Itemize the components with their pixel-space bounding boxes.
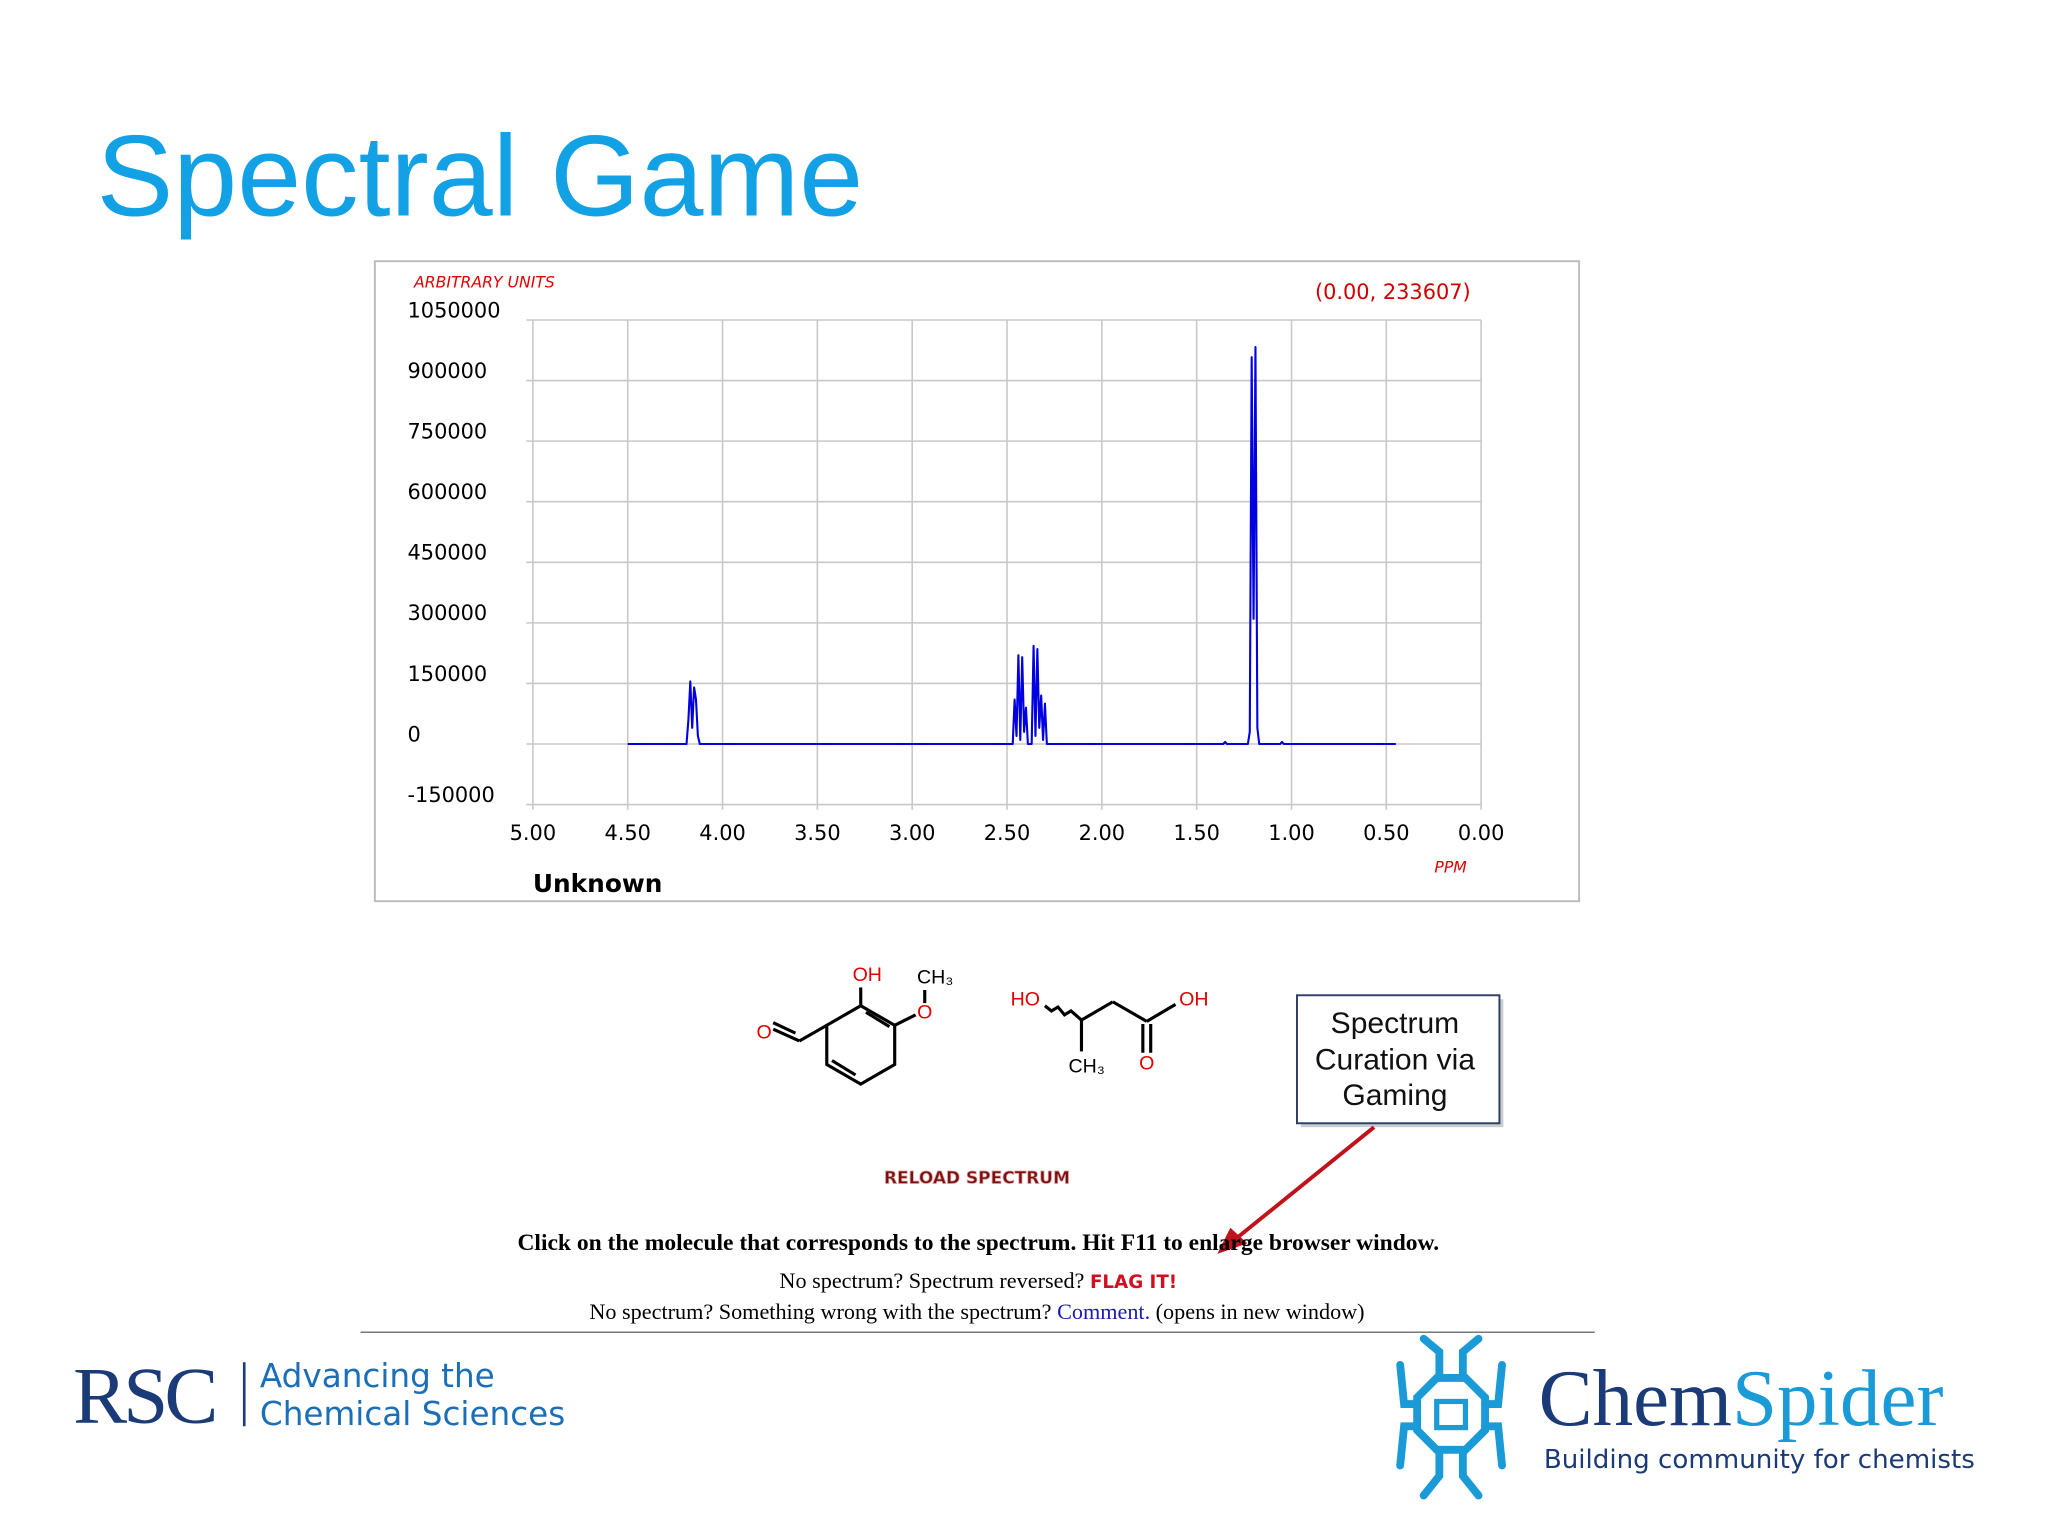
bond [1112,1000,1148,1023]
bond [1080,1000,1114,1022]
callout-text: Curation via [1315,1044,1476,1077]
flag-text: No spectrum? Spectrum reversed? [779,1268,1084,1293]
atom-label: OH [1179,989,1208,1011]
slide-title: Spectral Game [97,113,863,241]
atom-label: OH [853,964,882,986]
x-axis-label: PPM [1434,857,1467,876]
flag-line: No spectrum? Spectrum reversed? FLAG IT! [779,1268,1177,1293]
bond [825,1003,897,1086]
x-tick-label: 3.00 [889,821,935,845]
atom-label: CH₃ [917,966,953,988]
callout-text: Gaming [1342,1079,1447,1112]
callout-box [1296,994,1501,1125]
atom-label: HO [1011,989,1040,1011]
x-tick-label: 2.00 [1079,821,1125,845]
rsc-logo-name: RSC [73,1350,214,1440]
rsc-tagline: Chemical Sciences [260,1395,565,1433]
rsc-tagline: Advancing the [260,1357,495,1395]
y-tick-label: 0 [408,722,421,746]
atom-label: O [1139,1053,1154,1075]
x-tick-label: 3.50 [794,821,840,845]
bond [772,1021,797,1035]
comment-link[interactable]: Comment. [1057,1299,1150,1324]
comment-line: No spectrum? Something wrong with the sp… [589,1299,1364,1324]
y-tick-label: -150000 [408,783,495,807]
reload-button[interactable]: RELOAD SPECTRUM [884,1168,1071,1189]
chemspider-icon [1396,1334,1506,1500]
atom-label: O [917,1002,932,1024]
callout-text: Spectrum [1331,1007,1460,1040]
x-tick-label: 4.50 [604,821,650,845]
atom-label: CH₃ [1069,1055,1105,1077]
instruction: Click on the molecule that corresponds t… [517,1230,1439,1256]
y-tick-label: 300000 [408,601,488,625]
molecule-option[interactable]: HO OH CH₃ O [1011,989,1209,1078]
bond [893,1013,917,1027]
arrow-head [1217,1227,1248,1254]
x-tick-label: 1.50 [1173,821,1219,845]
flag-link[interactable]: FLAG IT! [1090,1272,1177,1293]
bond [798,1023,828,1043]
chart-subtitle: Unknown [533,869,663,898]
bond [831,1059,857,1077]
y-tick-label: 600000 [408,480,488,504]
plot: -150000 0 150000 300000 450000 600000 750000 90… [408,298,1505,844]
y-tick-label: 450000 [408,541,488,565]
chemspider-name-part: Spider [1732,1353,1943,1443]
x-tick-label: 0.00 [1458,821,1504,845]
chart-frame [373,260,1581,903]
atom-label: O [756,1021,771,1043]
spectrum-line [627,346,1396,746]
y-tick-label: 150000 [408,662,488,686]
y-tick-label: 900000 [408,359,488,383]
chemspider-tagline: Building community for chemists [1544,1445,1975,1475]
bond [1145,1003,1177,1023]
x-tick-label: 2.50 [984,821,1030,845]
comment-text: No spectrum? Something wrong with the sp… [589,1299,1051,1324]
comment-note: (opens in new window) [1156,1299,1365,1324]
chemspider-name-part: Chem [1539,1353,1732,1443]
x-tick-label: 1.00 [1268,821,1314,845]
x-tick-label: 4.00 [699,821,745,845]
y-tick-label: 750000 [408,420,488,444]
y-axis-label: ARBITRARY UNITS [413,272,555,291]
bond [865,1010,891,1028]
bond [1043,1004,1083,1022]
x-tick-label: 5.00 [510,821,556,845]
coordinate-readout: (0.00, 233607) [1315,280,1471,304]
chemspider-name: ChemSpider [1539,1353,1944,1443]
y-tick-label: 1050000 [408,298,501,322]
callout-arrow [1236,1125,1376,1239]
molecule-option[interactable]: OH CH₃ O O [756,964,953,1086]
bond [772,1027,800,1043]
x-tick-label: 0.50 [1363,821,1409,845]
